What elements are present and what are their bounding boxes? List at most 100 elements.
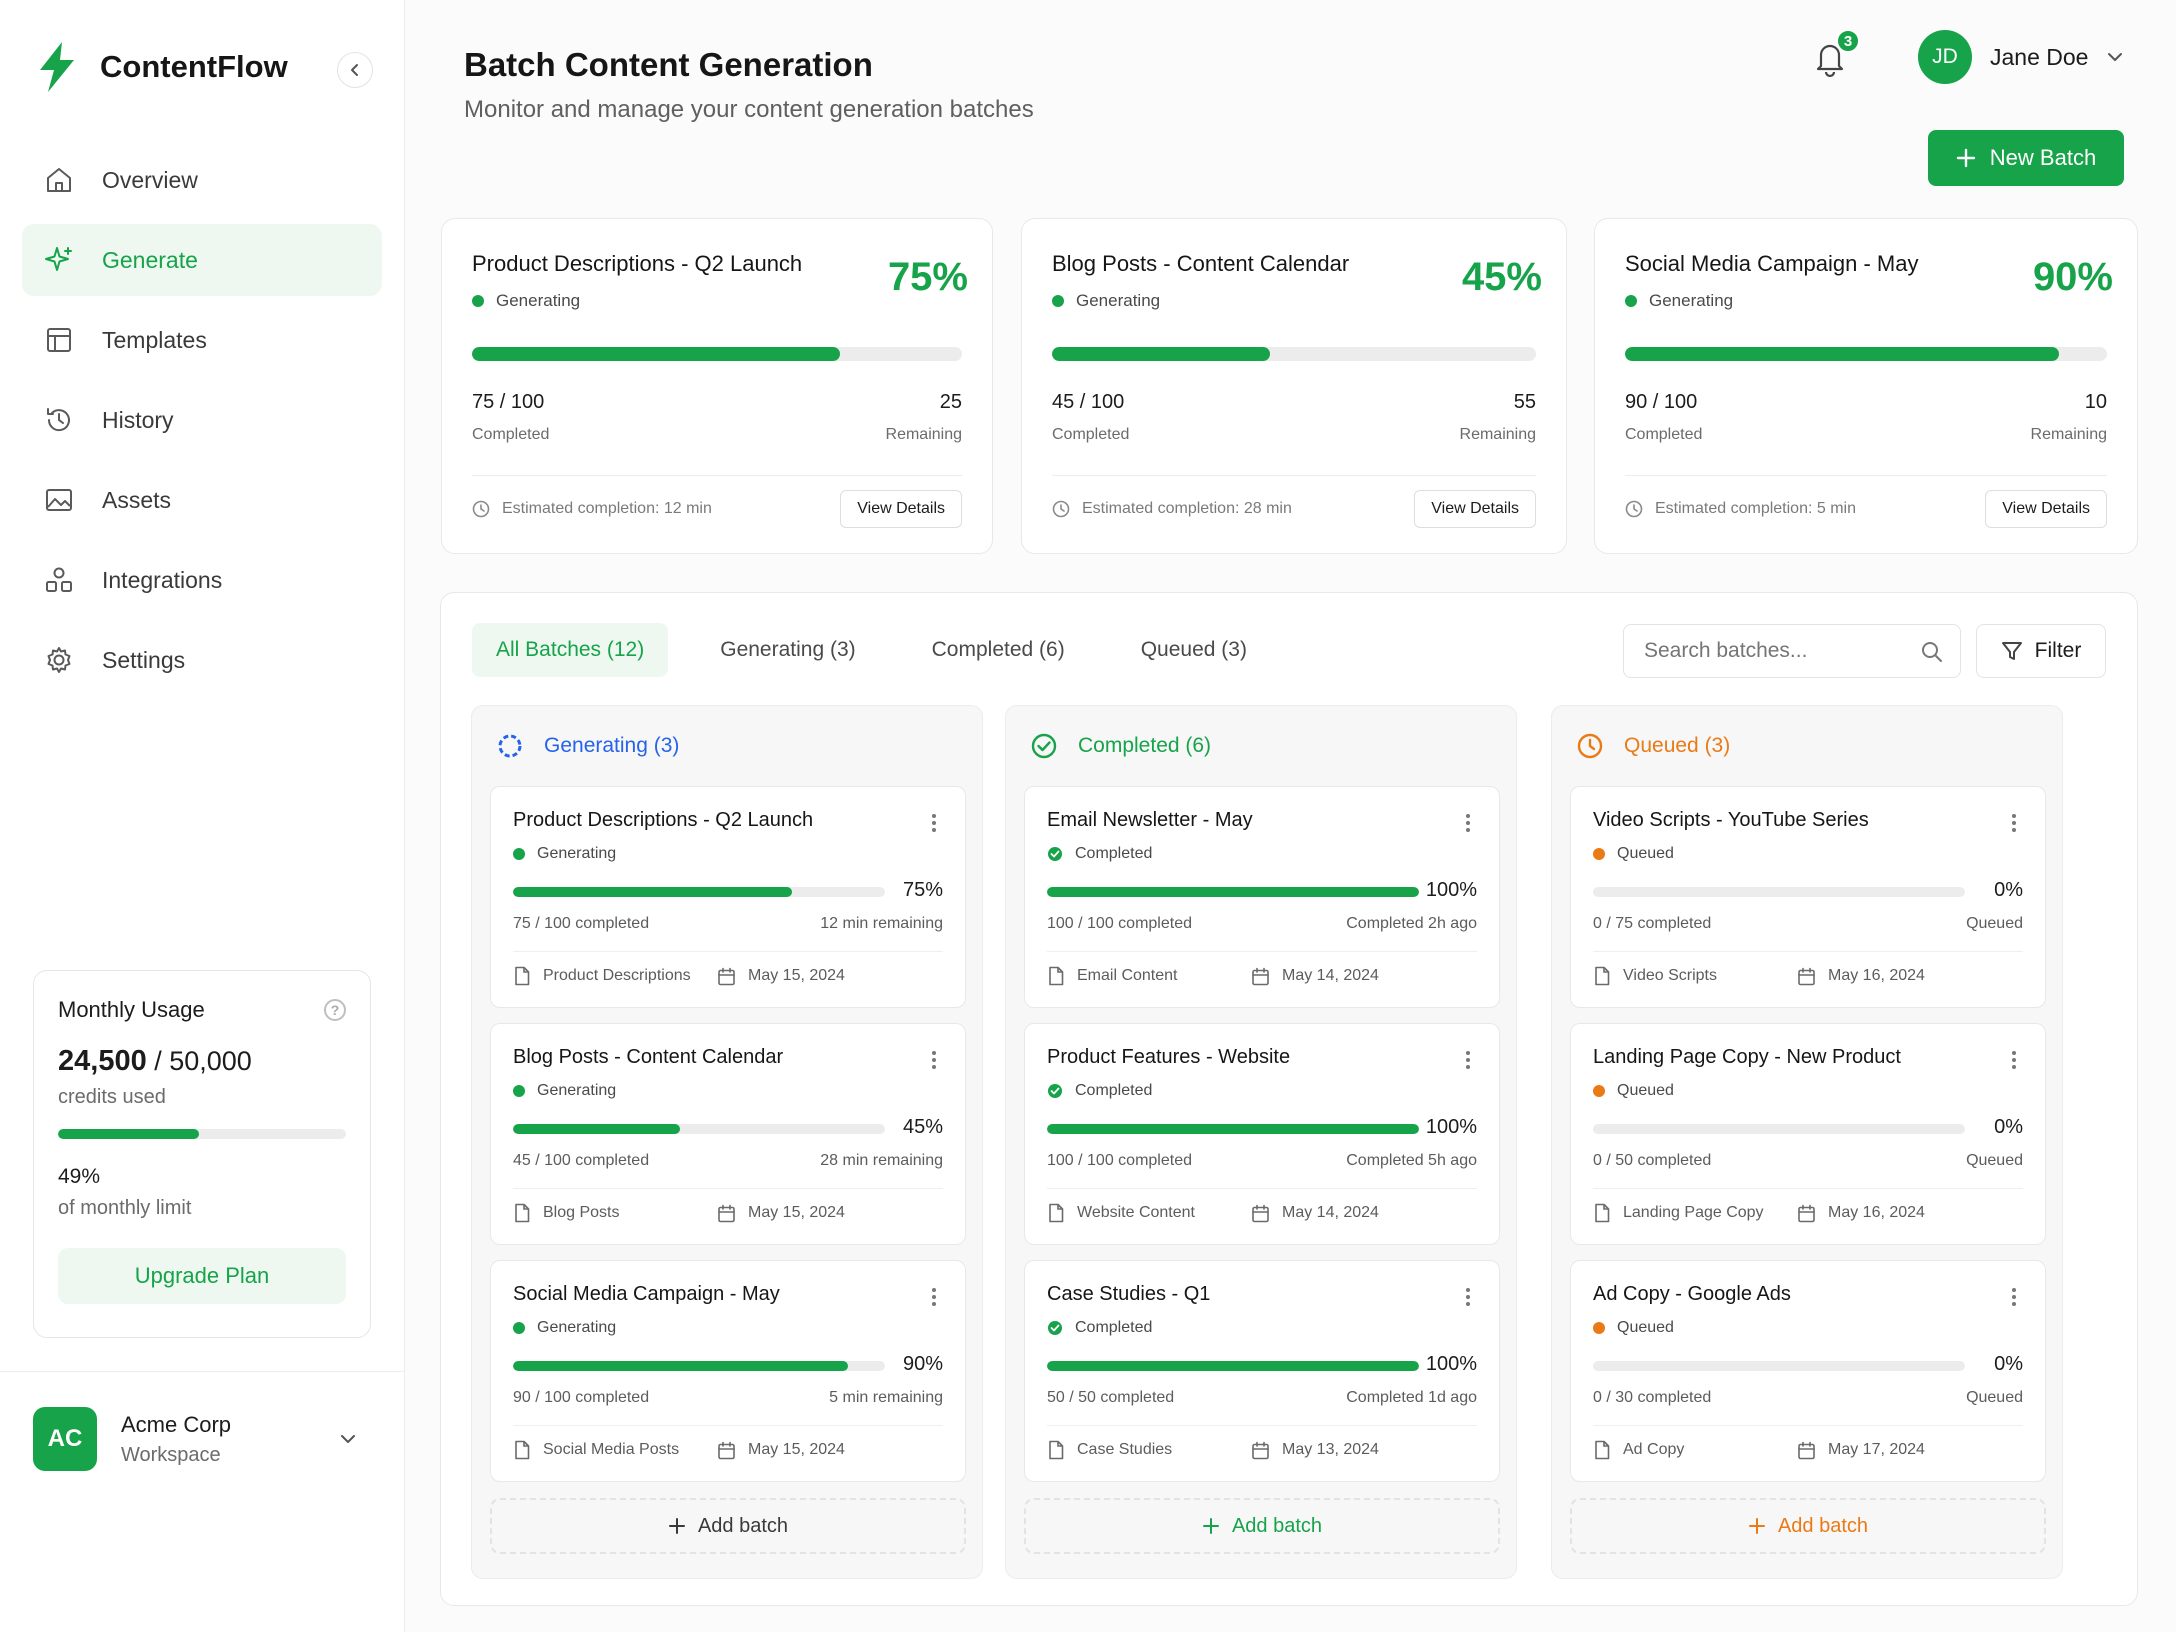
- more-options-icon[interactable]: [2011, 1050, 2017, 1070]
- new-batch-button[interactable]: New Batch: [1928, 130, 2124, 186]
- more-options-icon[interactable]: [931, 813, 937, 833]
- completed-count: 0 / 30 completed: [1593, 1389, 1712, 1406]
- add-batch-button[interactable]: Add batch: [1024, 1498, 1500, 1554]
- content-type-label: Social Media Posts: [543, 1441, 680, 1458]
- batch-percent: 45%: [902, 1116, 943, 1138]
- batch-eta: Queued: [1966, 915, 2023, 932]
- tab-queued[interactable]: Queued (3): [1140, 638, 1247, 661]
- batch-card[interactable]: Email Newsletter - May Completed 100% 100 /…: [1024, 786, 1500, 1008]
- document-icon: [1593, 1203, 1611, 1223]
- status-indicator: Queued: [1593, 1319, 1674, 1337]
- status-label: Queued: [1617, 1082, 1674, 1099]
- sidebar-item-assets[interactable]: Assets: [22, 464, 382, 536]
- search-input[interactable]: [1623, 624, 1961, 678]
- batch-date-label: May 17, 2024: [1828, 1441, 1925, 1458]
- content-type: Website Content: [1047, 1203, 1233, 1223]
- completed-count: 45 / 100 Completed: [1052, 391, 1129, 444]
- monthly-usage-card: Monthly Usage ? 24,500 / 50,000 credits …: [33, 970, 371, 1338]
- tab-generating[interactable]: Generating (3): [720, 638, 856, 661]
- bell-icon: [1816, 44, 1844, 78]
- notifications-button[interactable]: [1812, 38, 1848, 78]
- chevron-down-icon: [341, 1435, 355, 1443]
- more-options-icon[interactable]: [2011, 813, 2017, 833]
- clock-icon: [1052, 500, 1070, 518]
- batch-card[interactable]: Video Scripts - YouTube Series Queued 0% 0 …: [1570, 786, 2046, 1008]
- remaining-count: 25 Remaining: [886, 391, 962, 444]
- batch-card-footer: Social Media Posts May 15, 2024: [513, 1425, 943, 1460]
- tab-all-batches[interactable]: All Batches (12): [472, 623, 669, 677]
- batch-card[interactable]: Ad Copy - Google Ads Queued 0% 0 / 30 compl…: [1570, 1260, 2046, 1482]
- batch-progress-bar: [1047, 887, 1419, 897]
- view-details-button[interactable]: View Details: [1985, 490, 2107, 528]
- tab-completed[interactable]: Completed (6): [931, 638, 1065, 661]
- workspace-switcher[interactable]: AC Acme Corp Workspace: [0, 1371, 405, 1506]
- more-options-icon[interactable]: [1465, 1287, 1471, 1307]
- usage-limit-label: of monthly limit: [58, 1197, 192, 1219]
- column-header: Generating (3): [496, 732, 679, 760]
- status-dot: [1625, 295, 1637, 307]
- more-options-icon[interactable]: [931, 1287, 937, 1307]
- brand[interactable]: ContentFlow: [34, 40, 288, 94]
- filter-button[interactable]: Filter: [1976, 624, 2106, 678]
- batch-progress-fill: [513, 887, 792, 897]
- status-indicator: Completed: [1047, 1319, 1152, 1337]
- content-type-label: Blog Posts: [543, 1204, 620, 1221]
- sidebar-item-label: Integrations: [102, 566, 223, 593]
- help-icon[interactable]: ?: [324, 999, 346, 1021]
- batch-progress-text: 45 / 100 completed 28 min remaining: [513, 1152, 943, 1170]
- content-type: Email Content: [1047, 966, 1233, 986]
- estimated-completion: Estimated completion: 28 min: [1052, 500, 1292, 518]
- completed-value: 90 / 100: [1625, 391, 1698, 413]
- status-dot: [1052, 295, 1064, 307]
- batch-progress-text: 0 / 50 completed Queued: [1593, 1152, 2023, 1170]
- batch-card[interactable]: Product Descriptions - Q2 Launch Generati…: [490, 786, 966, 1008]
- batch-card[interactable]: Blog Posts - Content Calendar Generating 4…: [490, 1023, 966, 1245]
- more-options-icon[interactable]: [931, 1050, 937, 1070]
- batch-card[interactable]: Landing Page Copy - New Product Queued 0% 0…: [1570, 1023, 2046, 1245]
- sidebar-item-generate[interactable]: Generate: [22, 224, 382, 296]
- remaining-value: 55: [1513, 391, 1536, 413]
- more-options-icon[interactable]: [1465, 813, 1471, 833]
- view-details-button[interactable]: View Details: [1414, 490, 1536, 528]
- upgrade-plan-button[interactable]: Upgrade Plan: [58, 1248, 346, 1304]
- sparkle-icon: [45, 247, 72, 271]
- content-type-label: Email Content: [1077, 967, 1178, 984]
- view-details-button[interactable]: View Details: [840, 490, 962, 528]
- user-menu[interactable]: JD Jane Doe: [1918, 30, 2124, 84]
- batch-progress-text: 75 / 100 completed 12 min remaining: [513, 915, 943, 933]
- content-type-label: Product Descriptions: [543, 967, 691, 984]
- content-type: Social Media Posts: [513, 1440, 699, 1460]
- completed-count: 90 / 100 completed: [513, 1389, 650, 1406]
- batch-percent: 100%: [1425, 1116, 1477, 1138]
- sidebar-item-label: Generate: [102, 246, 198, 273]
- sidebar-item-history[interactable]: History: [22, 384, 382, 456]
- batch-eta: Completed 2h ago: [1346, 915, 1477, 932]
- completed-count: 100 / 100 completed: [1047, 915, 1192, 932]
- sidebar-item-integrations[interactable]: Integrations: [22, 544, 382, 616]
- batch-progress-fill: [1047, 887, 1419, 897]
- collapse-sidebar-button[interactable]: [337, 52, 373, 88]
- batch-progress-bar: [513, 1124, 885, 1134]
- add-batch-button[interactable]: Add batch: [490, 1498, 966, 1554]
- sidebar-item-templates[interactable]: Templates: [22, 304, 382, 376]
- batch-card[interactable]: Product Features - Website Completed 100% 1…: [1024, 1023, 1500, 1245]
- content-type: Blog Posts: [513, 1203, 699, 1223]
- template-icon: [47, 328, 71, 352]
- plus-icon: [1956, 148, 1975, 168]
- sidebar-item-overview[interactable]: Overview: [22, 144, 382, 216]
- batch-date: May 16, 2024: [1797, 1204, 1925, 1223]
- batch-column: Queued (3) Video Scripts - YouTube Series…: [1551, 705, 2063, 1579]
- check-circle-icon: [1030, 732, 1058, 760]
- more-options-icon[interactable]: [1465, 1050, 1471, 1070]
- batch-card[interactable]: Social Media Campaign - May Generating 90%…: [490, 1260, 966, 1482]
- batch-counts: 90 / 100 Completed 10 Remaining: [1625, 391, 2107, 444]
- plus-icon: [1748, 1517, 1766, 1535]
- more-options-icon[interactable]: [2011, 1287, 2017, 1307]
- batch-card-footer: Video Scripts May 16, 2024: [1593, 951, 2023, 986]
- batch-card[interactable]: Case Studies - Q1 Completed 100% 50 / 50 co…: [1024, 1260, 1500, 1482]
- completed-label: Completed: [1625, 426, 1703, 443]
- batch-eta: 5 min remaining: [829, 1389, 943, 1406]
- remaining-label: Remaining: [885, 426, 962, 443]
- add-batch-button[interactable]: Add batch: [1570, 1498, 2046, 1554]
- sidebar-item-settings[interactable]: Settings: [22, 624, 382, 696]
